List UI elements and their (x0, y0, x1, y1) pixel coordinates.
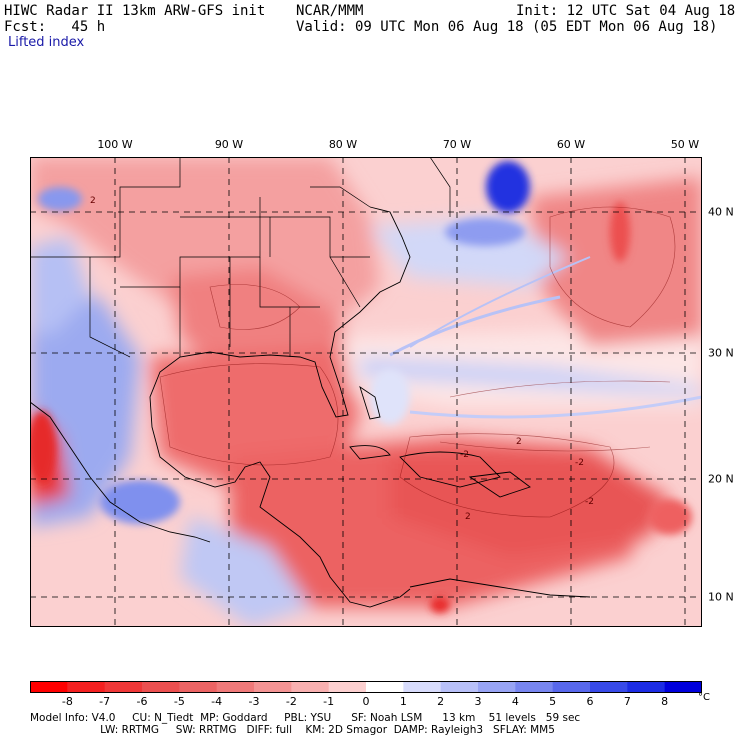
contour-label: -2 (575, 458, 584, 468)
field-shading (30, 157, 702, 627)
contour-label: -2 (460, 450, 469, 460)
colorbar-tick-label: -5 (173, 695, 185, 708)
field-name: Lifted index (8, 35, 85, 50)
colorbar-cell (254, 681, 292, 693)
map-frame (30, 157, 702, 627)
contour-label: 2 (465, 512, 471, 522)
colorbar-cell (30, 681, 68, 693)
model-info-line1: Model Info: V4.0 CU: N_Tiedt MP: Goddard… (30, 712, 581, 724)
colorbar-tick-label: -3 (248, 695, 260, 708)
colorbar-cell (478, 681, 516, 693)
colorbar-tick-label: -2 (285, 695, 297, 708)
contours (159, 206, 676, 518)
colorbar (30, 681, 702, 693)
contour-label: 2 (90, 196, 96, 206)
colorbar-cell (664, 681, 702, 693)
colorbar-tick-label: 7 (623, 695, 631, 708)
model-info-line2: LW: RRTMG SW: RRTMG DIFF: full KM: 2D Sm… (30, 724, 555, 736)
contour-label-group: 2 2 -2 -2 -2 2 (90, 196, 594, 522)
init-time: Init: 12 UTC Sat 04 Aug 18 (516, 3, 736, 19)
model-title: HIWC Radar II 13km ARW-GFS init (4, 3, 266, 19)
contour-label: -2 (585, 497, 594, 507)
colorbar-cell (104, 681, 143, 693)
colorbar-tick-label: 4 (511, 695, 519, 708)
colorbar-cell (590, 681, 628, 693)
colorbar-cell (291, 681, 330, 693)
colorbar-cell (328, 681, 367, 693)
colorbar-tick-label: -6 (136, 695, 148, 708)
colorbar-tick-label: 1 (399, 695, 407, 708)
lifted-index-map[interactable]: 2 2 -2 -2 -2 2 (30, 157, 702, 627)
contour-label: 2 (516, 437, 522, 447)
colorbar-tick-label: 2 (437, 695, 445, 708)
lon-label-80w: 80 W (328, 138, 358, 151)
valid-time: Valid: 09 UTC Mon 06 Aug 18 (05 EDT Mon … (296, 19, 718, 35)
colorbar-tick-label: 5 (549, 695, 557, 708)
colorbar-tick-label: 8 (661, 695, 669, 708)
colorbar-tick-label: 6 (586, 695, 594, 708)
institution-label: NCAR/MMM (296, 3, 364, 19)
colorbar-tick-label: -1 (323, 695, 335, 708)
colorbar-cell (440, 681, 479, 693)
colorbar-unit: °C (698, 692, 710, 703)
colorbar-cell (515, 681, 554, 693)
lat-label-40n: 40 N (708, 205, 734, 219)
colorbar-cell (552, 681, 591, 693)
colorbar-cell (67, 681, 106, 693)
colorbar-tick-label: 0 (362, 695, 370, 708)
coastlines (30, 206, 591, 608)
colorbar-cell (366, 681, 404, 693)
lat-lon-grid (30, 157, 702, 627)
lon-label-60w: 60 W (556, 138, 586, 151)
colorbar-cell (627, 681, 666, 693)
lon-label-90w: 90 W (214, 138, 244, 151)
colorbar-cell (179, 681, 218, 693)
colorbar-cell (403, 681, 442, 693)
lat-label-10n: 10 N (708, 590, 734, 604)
lon-label-100w: 100 W (97, 138, 133, 151)
lat-label-30n: 30 N (708, 346, 734, 360)
forecast-hour: Fcst: 45 h (4, 19, 106, 35)
lat-label-20n: 20 N (708, 472, 734, 486)
colorbar-tick-label: -4 (211, 695, 223, 708)
colorbar-cell (142, 681, 180, 693)
lon-label-50w: 50 W (670, 138, 700, 151)
colorbar-tick-label: -7 (99, 695, 111, 708)
lon-label-70w: 70 W (442, 138, 472, 151)
colorbar-tick-label: 3 (474, 695, 482, 708)
colorbar-tick-label: -8 (61, 695, 73, 708)
colorbar-cell (216, 681, 255, 693)
